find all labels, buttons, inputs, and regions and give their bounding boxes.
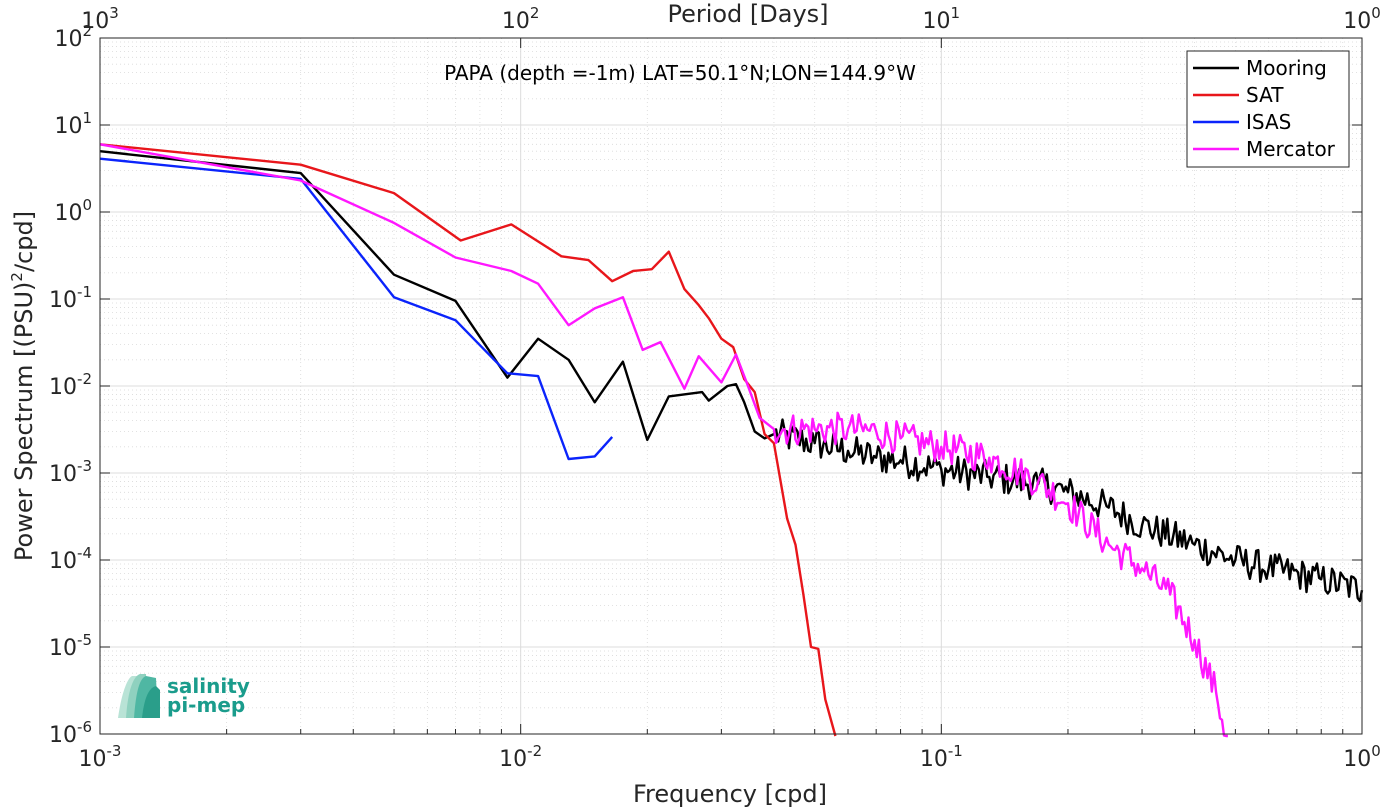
legend-label-sat: SAT [1246,83,1284,107]
series-line-mercator [99,143,1228,738]
x-tick-label: 100 [1343,742,1381,772]
top-axis-label: Period [Days] [667,0,828,28]
y-tick-label: 10-2 [49,370,92,400]
top-tick-label-exp: 3 [109,4,119,22]
y-tick-label-exp: -5 [77,631,92,649]
y-tick-label-exp: 2 [82,22,92,40]
top-tick-label: 103 [81,4,119,34]
y-tick-label-base: 10 [49,549,77,574]
legend-box [1186,50,1350,168]
y-tick-label-base: 10 [49,288,77,313]
y-tick-label-exp: -2 [77,370,92,388]
legend-items: Mooring SAT ISAS Mercator [1193,56,1336,161]
x-tick-label-exp: 0 [1371,742,1381,760]
y-tick-label-base: 10 [49,723,77,748]
y-tick-label: 10-5 [49,631,92,661]
x-tick-label-base: 10 [1343,747,1371,772]
y-tick-label-exp: -3 [77,457,92,475]
ticks-layer [99,37,1363,735]
y-axis-label: Power Spectrum [(PSU)2/cpd] [8,211,38,561]
y-tick-label: 10-4 [49,544,92,574]
logo-waves-icon [118,674,160,718]
y-tick-label: 101 [54,109,92,139]
y-axis-label-tail: /cpd] [10,211,38,272]
series-layer [99,143,1364,738]
top-tick-label-base: 10 [502,9,530,34]
y-tick-label-exp: 0 [82,196,92,214]
x-tick-label-exp: -1 [948,742,963,760]
series-line-sat [99,143,837,737]
x-tick-label: 10-2 [499,742,542,772]
y-tick-label: 10-1 [49,283,92,313]
y-tick-label-base: 10 [49,462,77,487]
y-tick-label-exp: -1 [77,283,92,301]
x-tick-label-base: 10 [920,747,948,772]
y-tick-label: 102 [54,22,92,52]
top-tick-label-base: 10 [81,9,109,34]
y-axis-label-main: Power Spectrum [(PSU) [10,282,38,561]
top-tick-label: 102 [502,4,540,34]
y-tick-label-base: 10 [54,201,82,226]
legend-label-mooring: Mooring [1246,56,1327,80]
y-tick-label-exp: -4 [77,544,92,562]
y-tick-label-exp: -6 [77,718,92,736]
y-axis-label-sup: 2 [8,272,26,282]
top-tick-label: 100 [1343,4,1381,34]
y-tick-label: 10-3 [49,457,92,487]
top-tick-label-base: 10 [1343,9,1371,34]
legend-label-mercator: Mercator [1246,137,1336,161]
x-tick-label-exp: -2 [527,742,542,760]
x-tick-label: 10-1 [920,742,963,772]
top-tick-label-exp: 1 [951,4,961,22]
y-tick-label: 10-6 [49,718,92,748]
series-line-isas [99,157,614,461]
legend-label-isas: ISAS [1246,110,1291,134]
logo-line-1: salinity [167,674,250,698]
y-tick-label-exp: 1 [82,109,92,127]
x-tick-label-base: 10 [499,747,527,772]
legend: Mooring SAT ISAS Mercator [1186,50,1350,168]
chart-title: PAPA (depth =-1m) LAT=50.1°N;LON=144.9°W [444,61,916,85]
top-tick-label-exp: 0 [1371,4,1381,22]
x-tick-label-exp: -3 [107,742,122,760]
logo: salinity pi-mep [118,674,250,718]
top-tick-label-exp: 2 [530,4,540,22]
y-tick-label-base: 10 [54,114,82,139]
x-tick-label-base: 10 [79,747,107,772]
x-axis-label: Frequency [cpd] [633,780,827,808]
y-tick-label-base: 10 [49,375,77,400]
logo-line-2: pi-mep [167,693,245,717]
y-tick-label-base: 10 [49,636,77,661]
y-tick-label: 100 [54,196,92,226]
top-tick-label: 101 [923,4,961,34]
y-tick-label-base: 10 [54,27,82,52]
top-tick-label-base: 10 [923,9,951,34]
x-tick-label: 10-3 [79,742,122,772]
